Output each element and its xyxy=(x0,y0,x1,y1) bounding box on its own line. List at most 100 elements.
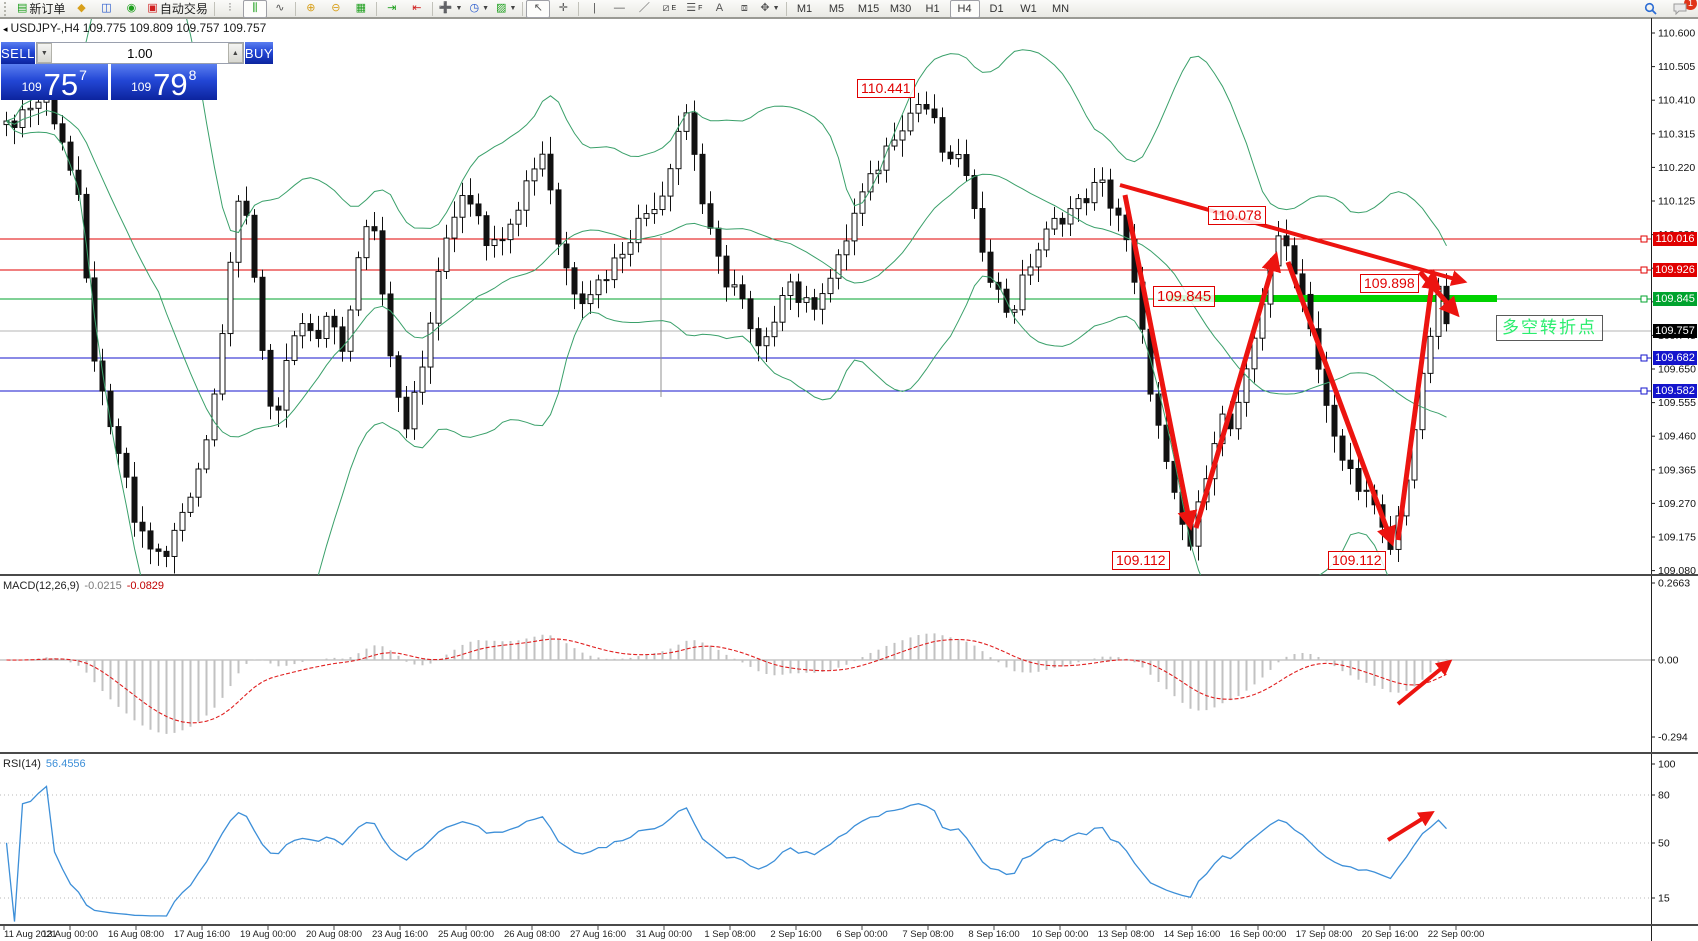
buy-button[interactable]: BUY xyxy=(244,42,274,64)
timeframe-m5[interactable]: M5 xyxy=(828,2,845,15)
svg-text:-0.294: -0.294 xyxy=(1658,732,1688,744)
price-annotation[interactable]: 109.112 xyxy=(1112,551,1170,570)
indicators-button[interactable]: ➕ ▼ xyxy=(436,0,466,18)
vline-tool-button[interactable]: | xyxy=(582,0,606,18)
new-order-label: 新订单 xyxy=(29,2,66,16)
candlestick-icon: ⫼ xyxy=(252,2,258,14)
svg-text:1 Sep 08:00: 1 Sep 08:00 xyxy=(704,929,755,940)
new-order-button[interactable]: ▤ 新订单 xyxy=(14,0,68,18)
svg-text:80: 80 xyxy=(1658,790,1670,802)
cursor-icon: ↖ xyxy=(533,2,543,14)
profile-button[interactable]: ◫ xyxy=(94,0,118,18)
timeframe-w1[interactable]: W1 xyxy=(1020,2,1037,15)
zoom-out-button[interactable]: ⊖ xyxy=(324,0,348,18)
buy-price-box[interactable]: 109 79 8 xyxy=(110,64,217,100)
svg-text:110.410: 110.410 xyxy=(1658,95,1695,107)
timeframe-d1[interactable]: D1 xyxy=(989,2,1004,15)
svg-text:8 Sep 16:00: 8 Sep 16:00 xyxy=(968,929,1019,940)
volume-input[interactable] xyxy=(51,43,228,63)
volume-increase-button[interactable]: ▲ xyxy=(227,43,243,63)
timeframe-m30[interactable]: M30 xyxy=(889,2,912,15)
timeframe-m1[interactable]: M1 xyxy=(796,2,813,15)
price-annotation[interactable]: 109.845 xyxy=(1153,286,1216,307)
periods-button[interactable]: ◷ ▼ xyxy=(466,0,492,18)
toolbar-right: 1 xyxy=(1638,0,1698,18)
svg-text:22 Sep 00:00: 22 Sep 00:00 xyxy=(1428,929,1485,940)
timeframe-h1[interactable]: H1 xyxy=(925,2,940,15)
fibonacci-tool-button[interactable]: ☰ F xyxy=(682,0,706,18)
dropdown-arrow-icon: ▼ xyxy=(772,5,780,12)
search-button[interactable] xyxy=(1638,0,1662,18)
macd-signal-value: -0.0829 xyxy=(126,580,165,592)
add-indicator-icon: ➕ xyxy=(438,2,453,14)
price-annotation[interactable]: 110.441 xyxy=(857,79,915,98)
toolbar-grip xyxy=(4,1,11,16)
svg-text:16 Aug 08:00: 16 Aug 08:00 xyxy=(108,929,164,940)
svg-text:110.315: 110.315 xyxy=(1658,128,1695,140)
channel-tool-button[interactable]: ⧄ E xyxy=(657,0,681,18)
timeframe-m15[interactable]: M15 xyxy=(857,2,880,15)
svg-text:109.080: 109.080 xyxy=(1658,565,1696,577)
candlestick-chart-button[interactable]: ⫼ xyxy=(242,0,267,18)
vertical-line-icon: | xyxy=(592,2,596,14)
svg-text:16 Sep 00:00: 16 Sep 00:00 xyxy=(1230,929,1287,940)
timeframe-h4[interactable]: H4 xyxy=(949,0,980,18)
auto-scroll-button[interactable]: ⇥ xyxy=(380,0,404,18)
trade-panel-top-row: SELL ▼ ▲ BUY xyxy=(1,42,274,64)
svg-text:110.220: 110.220 xyxy=(1658,162,1695,174)
chart-title-text: USDJPY-,H4 109.775 109.809 109.757 109.7… xyxy=(10,21,267,35)
autotrade-icon: ▣ xyxy=(147,2,158,14)
zoom-in-button[interactable]: ⊕ xyxy=(299,0,323,18)
sell-price-box[interactable]: 109 75 7 xyxy=(1,64,108,100)
chart-shift-button[interactable]: ⇤ xyxy=(405,0,429,18)
rsi-label: RSI(14) 56.4556 xyxy=(3,758,86,770)
shapes-tool-button[interactable]: ✥ ▼ xyxy=(757,0,782,18)
templates-button[interactable]: ▨ ▼ xyxy=(493,0,519,18)
price-annotation[interactable]: 109.112 xyxy=(1328,551,1386,570)
macd-value: -0.0215 xyxy=(84,580,122,592)
timeframe-mn[interactable]: MN xyxy=(1051,2,1070,15)
line-chart-button[interactable]: ∿ xyxy=(268,0,292,18)
tile-windows-button[interactable]: ▦ xyxy=(349,0,373,18)
price-annotation[interactable]: 110.078 xyxy=(1208,206,1266,225)
auto-scroll-icon: ⇥ xyxy=(387,2,397,14)
svg-text:110.125: 110.125 xyxy=(1658,196,1695,208)
svg-text:15: 15 xyxy=(1658,893,1670,905)
profile-icon: ◫ xyxy=(101,2,112,14)
volume-decrease-button[interactable]: ▼ xyxy=(36,43,52,63)
chart-marker-icon: ◂ xyxy=(3,24,8,34)
turning-point-note[interactable]: 多空转折点 xyxy=(1496,315,1603,341)
hline-tool-button[interactable]: — xyxy=(607,0,631,18)
svg-text:0.2663: 0.2663 xyxy=(1658,578,1690,590)
label-tool-button[interactable]: ⧈ xyxy=(732,0,756,18)
bar-chart-button[interactable]: ⫶ xyxy=(218,0,242,18)
crosshair-tool-button[interactable]: ✛ xyxy=(551,0,575,18)
sell-price-pip: 7 xyxy=(79,67,87,83)
text-tool-button[interactable]: A xyxy=(707,0,731,18)
cursor-tool-button[interactable]: ↖ xyxy=(526,0,551,18)
separator xyxy=(578,1,580,16)
line-chart-icon: ∿ xyxy=(275,2,285,14)
price-annotation[interactable]: 109.898 xyxy=(1360,274,1419,293)
template-icon: ▨ xyxy=(496,2,507,14)
styler-button[interactable]: ◆ xyxy=(69,0,93,18)
axis-current-price-label: 109.757 xyxy=(1653,324,1697,338)
trendline-icon: ／ xyxy=(638,2,650,14)
main-toolbar: ▤ 新订单 ◆ ◫ ◉ ▣ 自动交易 ⫶ ⫼ ∿ ⊕ ⊖ ▦ ⇥ ⇤ ➕ ▼ ◷ ▼… xyxy=(0,0,1698,18)
rsi-value: 56.4556 xyxy=(45,758,86,770)
timeframe-bar: M1 M5 M15 M30 H1 H4 D1 W1 MN xyxy=(790,0,1076,18)
buy-price-pip: 8 xyxy=(188,67,197,83)
text-label-icon: ⧈ xyxy=(740,2,748,14)
datacenter-button[interactable]: ◉ xyxy=(119,0,143,18)
trendline-tool-button[interactable]: ／ xyxy=(632,0,656,18)
globe-icon: ◉ xyxy=(126,2,137,14)
sell-button[interactable]: SELL xyxy=(1,42,35,64)
fibo-sub: F xyxy=(698,5,703,12)
svg-text:110.505: 110.505 xyxy=(1658,61,1695,73)
chat-button[interactable]: 1 xyxy=(1668,0,1697,18)
macd-label: MACD(12,26,9) -0.0215 -0.0829 xyxy=(3,580,164,592)
volume-spinner: ▼ ▲ xyxy=(35,42,244,64)
autotrade-button[interactable]: ▣ 自动交易 xyxy=(144,0,210,18)
